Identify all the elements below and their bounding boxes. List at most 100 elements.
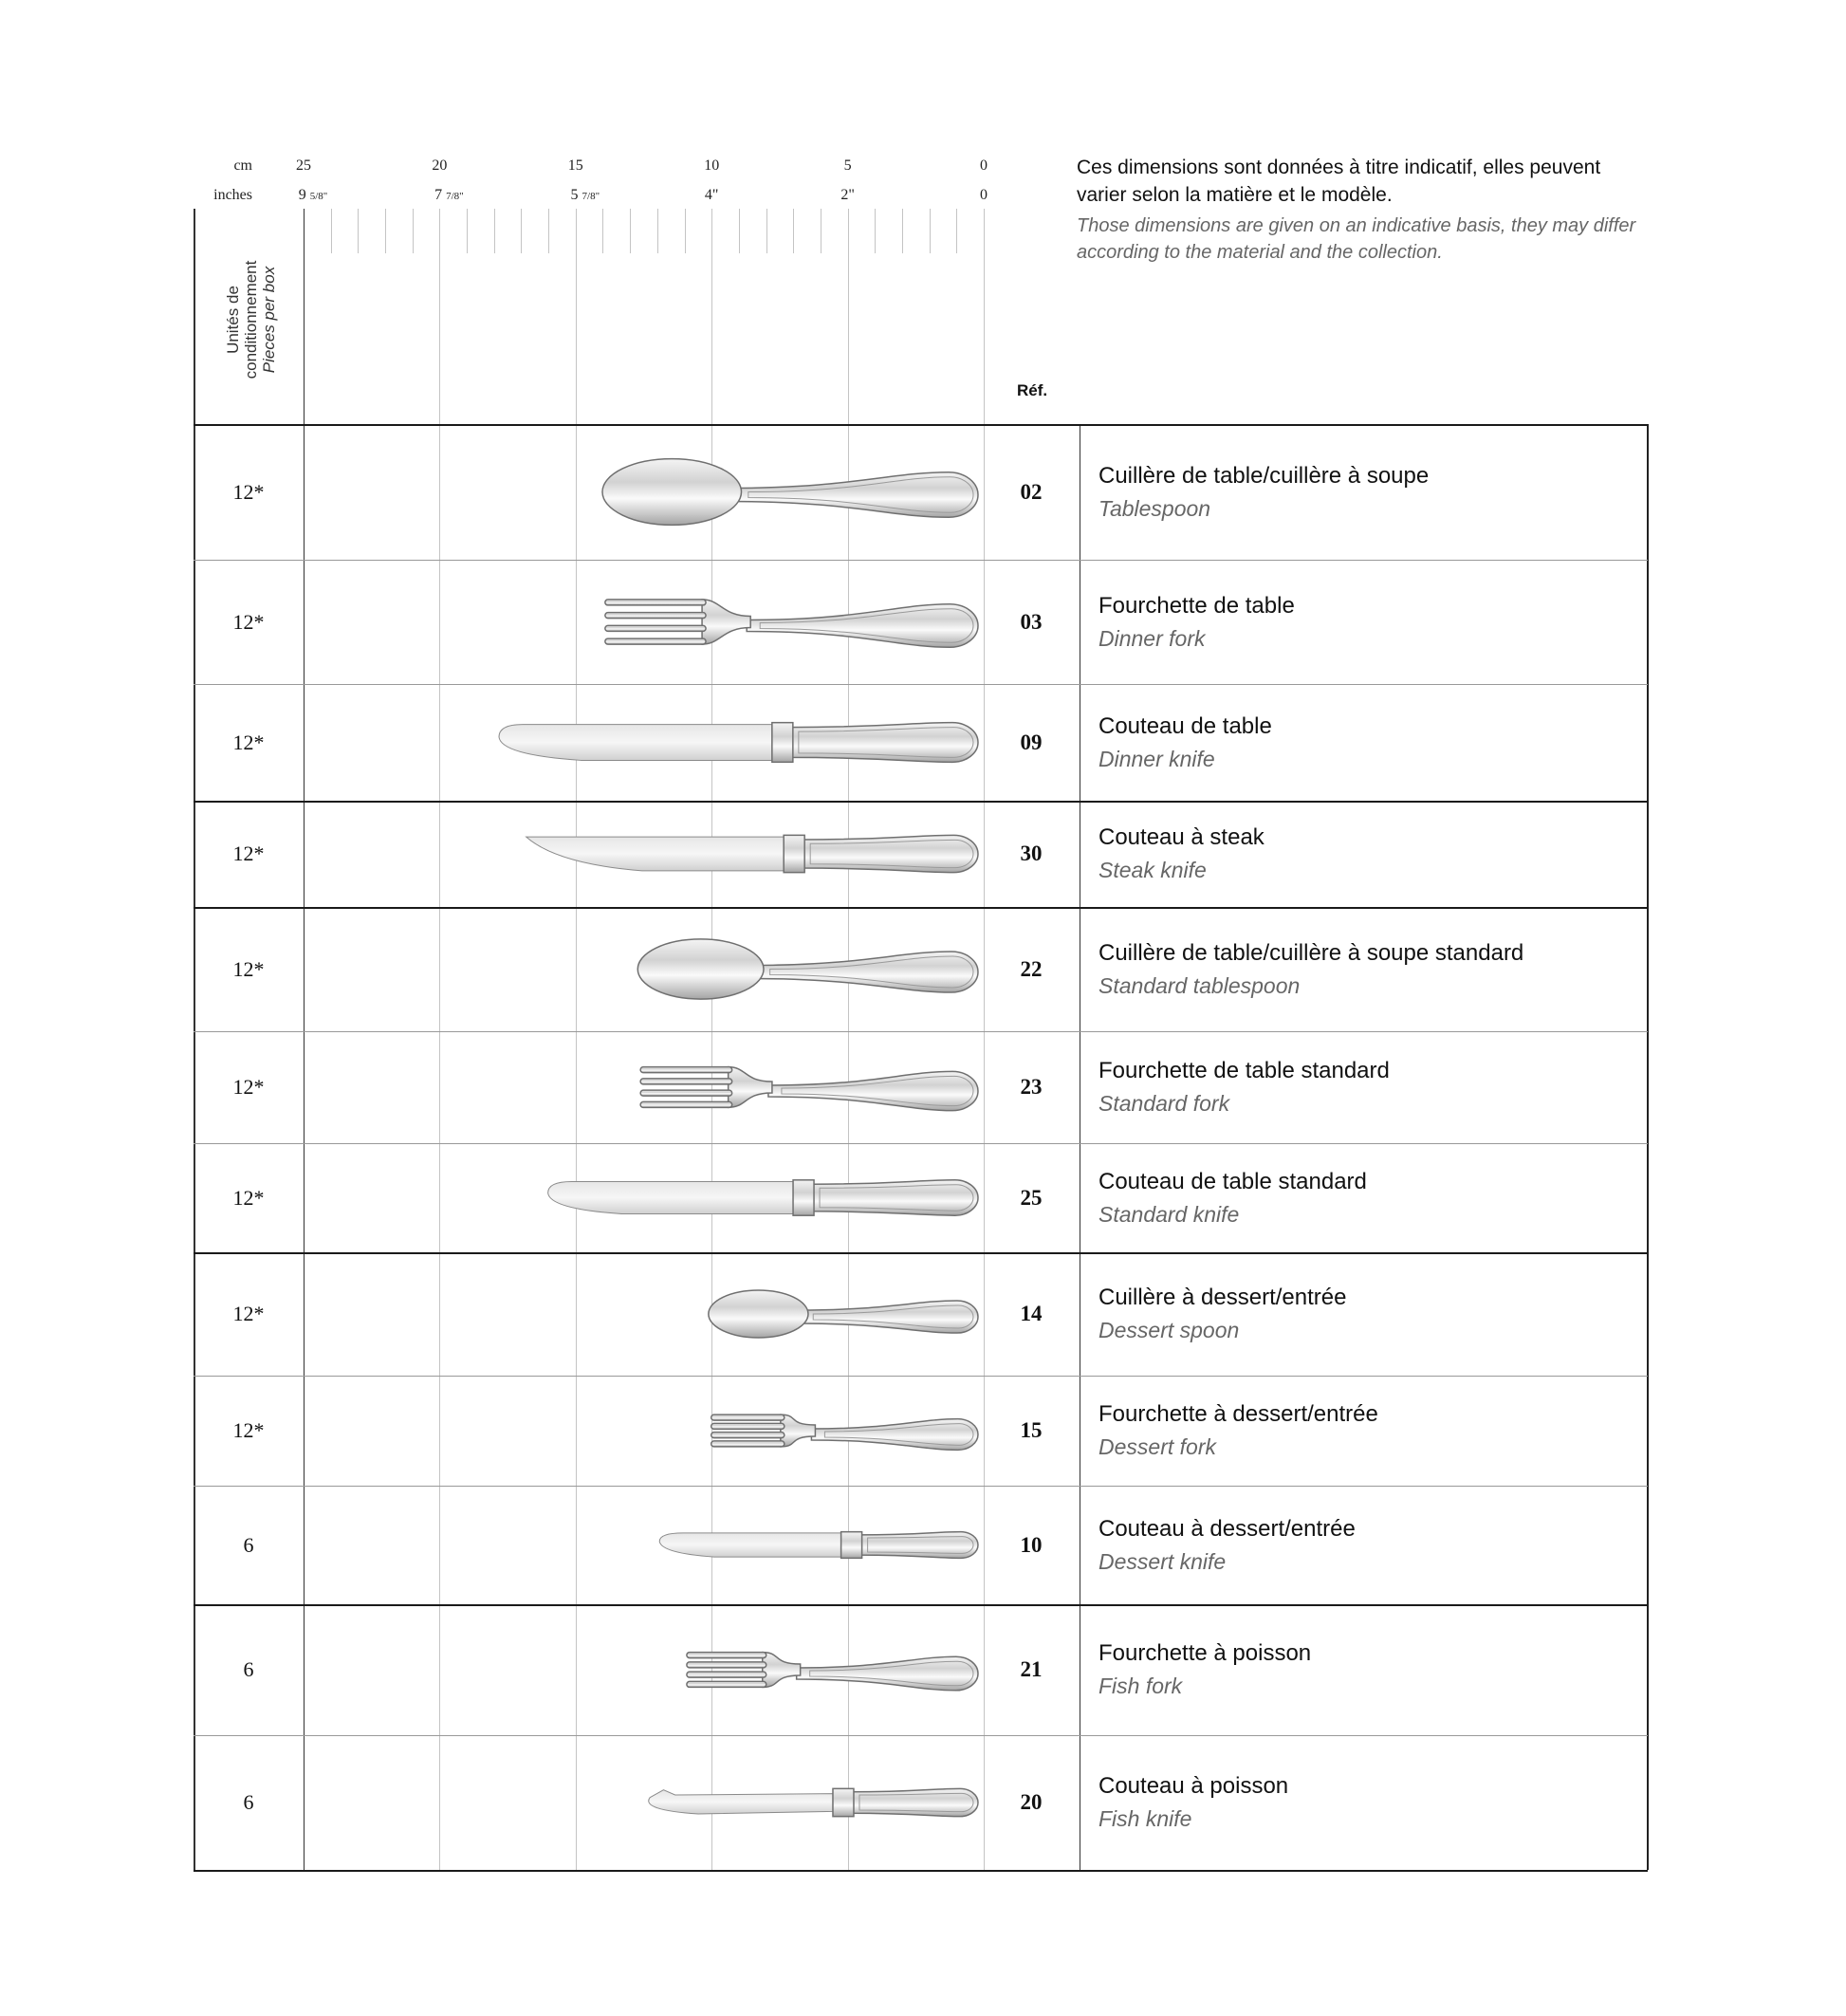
fish-knife-icon (648, 1787, 979, 1818)
item-name-fr: Couteau à steak (1098, 824, 1265, 850)
cutlery-illustration (304, 560, 984, 684)
handle (797, 1300, 979, 1334)
handle (795, 1655, 979, 1692)
item-name-en: Fish knife (1098, 1806, 1192, 1831)
item-name-fr: Couteau à dessert/entrée (1098, 1515, 1356, 1542)
table-row: 12* 23 Fourchette de table standard Stan… (194, 1031, 1648, 1143)
item-name-en: Fish fork (1098, 1674, 1183, 1698)
note-fr: Ces dimensions sont données à titre indi… (1077, 157, 1601, 206)
fork-tine (639, 1078, 733, 1085)
pieces-per-box: 12* (232, 956, 265, 981)
reference-number: 23 (1020, 1075, 1043, 1099)
row-divider (194, 1735, 1648, 1736)
table-row: 12* 25 Couteau de table standard Standar… (194, 1143, 1648, 1252)
table-row: 12* 22 Cuillère de table/cuillère à soup… (194, 907, 1648, 1031)
row-divider (194, 907, 1648, 909)
reference-number: 25 (1020, 1185, 1043, 1210)
reference-number: 30 (1020, 842, 1043, 865)
pieces-per-box: 12* (232, 1185, 265, 1210)
cutlery-illustration (304, 1143, 984, 1252)
cutlery-illustration (304, 424, 984, 560)
knife-icon (498, 721, 979, 764)
fork-tine (639, 1100, 733, 1109)
pieces-label-fr-2: conditionnement (242, 260, 260, 379)
ref-column-header: Réf. (1017, 381, 1048, 399)
reference-number: 03 (1020, 609, 1043, 634)
bolster (792, 1179, 815, 1216)
reference-number: 02 (1020, 479, 1043, 504)
table-row: 12* 09 Couteau de table Dinner knife (194, 684, 1648, 801)
row-divider (194, 1031, 1648, 1032)
fork-tine (604, 599, 707, 606)
bowl (601, 457, 743, 527)
minor-tick (766, 209, 767, 253)
minor-tick (738, 209, 740, 253)
item-name-fr: Cuillère de table/cuillère à soupe stand… (1098, 939, 1524, 966)
handle (746, 602, 979, 649)
item-name-fr: Couteau de table (1098, 712, 1272, 739)
item-name-fr: Fourchette de table (1098, 592, 1295, 619)
knife-icon (547, 1179, 979, 1216)
fork-head (780, 1414, 817, 1448)
fork-tine (604, 611, 707, 620)
item-description: Couteau à dessert/entrée Dessert knife (1098, 1486, 1648, 1604)
item-name-en: Dinner fork (1098, 625, 1206, 651)
cutlery-illustration (304, 801, 984, 907)
item-name-en: Tablespoon (1098, 495, 1211, 521)
row-divider (194, 1252, 1648, 1254)
item-name-en: Dinner knife (1098, 746, 1215, 771)
cutlery-illustration (304, 1031, 984, 1143)
fork-tine (710, 1414, 785, 1421)
inch-tick-label: 2" (840, 187, 855, 203)
blade (648, 1789, 834, 1815)
pieces-per-box: 12* (232, 1075, 265, 1099)
handle (809, 1179, 979, 1216)
cm-gridline (575, 209, 577, 1870)
item-description: Cuillère de table/cuillère à soupe stand… (1098, 907, 1648, 1031)
inch-tick-label: 5 7/8" (570, 187, 600, 203)
table-row: 12* 14 Cuillère à dessert/entrée Dessert… (194, 1252, 1648, 1376)
pieces-per-box: 12* (232, 1302, 265, 1325)
minor-tick (656, 209, 658, 253)
minor-tick (602, 209, 604, 253)
reference-number: 22 (1020, 956, 1043, 981)
cutlery-illustration (304, 1486, 984, 1604)
item-name-fr: Fourchette à dessert/entrée (1098, 1401, 1378, 1427)
item-description: Cuillère à dessert/entrée Dessert spoon (1098, 1252, 1648, 1376)
handle (788, 721, 979, 764)
pieces-per-box-label: Unités de conditionnement Pieces per box (224, 249, 300, 391)
cm-gridline (304, 209, 305, 1870)
minor-tick (412, 209, 414, 253)
cm-gridline (847, 209, 849, 1870)
cutlery-illustration (304, 1604, 984, 1735)
item-description: Fourchette de table standard Standard fo… (1098, 1031, 1648, 1143)
handle (800, 834, 979, 874)
pieces-per-box: 6 (243, 1657, 254, 1681)
pieces-per-box: 12* (232, 479, 265, 504)
row-divider (194, 1604, 1648, 1606)
pieces-per-box: 12* (232, 730, 265, 754)
handle (749, 951, 979, 993)
row-divider (194, 1143, 1648, 1144)
blade (547, 1180, 794, 1215)
fork-head (761, 1651, 802, 1689)
item-description: Couteau à poisson Fish knife (1098, 1735, 1648, 1870)
cutlery-illustration (304, 684, 984, 801)
fork-tine (710, 1431, 785, 1439)
item-name-fr: Cuillère à dessert/entrée (1098, 1285, 1347, 1310)
bolster (771, 721, 794, 764)
handle (849, 1787, 979, 1818)
bolster (832, 1787, 855, 1818)
item-description: Couteau de table Dinner knife (1098, 684, 1648, 801)
item-name-fr: Couteau de table standard (1098, 1168, 1367, 1194)
fork-tine (639, 1089, 733, 1097)
item-name-fr: Fourchette de table standard (1098, 1058, 1390, 1083)
note-en: Those dimensions are given on an indicat… (1077, 215, 1636, 263)
cm-gridline (711, 209, 713, 1870)
item-name-en: Standard knife (1098, 1201, 1240, 1227)
inch-tick-label: 0 (980, 187, 988, 203)
row-divider (194, 684, 1648, 685)
blade (498, 724, 773, 761)
spoon-icon (708, 1289, 979, 1339)
fork-tine (686, 1651, 767, 1659)
